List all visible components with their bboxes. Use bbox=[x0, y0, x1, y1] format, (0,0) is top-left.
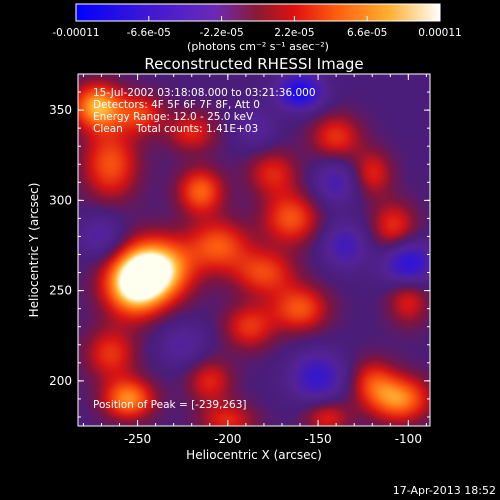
x-tick-label: -100 bbox=[395, 432, 422, 446]
peak-position-label: Position of Peak = [-239,263] bbox=[93, 399, 247, 411]
y-tick-label: 250 bbox=[49, 284, 72, 298]
colorbar-unit-label: (photons cm⁻² s⁻¹ asec⁻²) bbox=[187, 40, 329, 53]
colorbar-tick-label: -0.00011 bbox=[52, 27, 99, 39]
x-axis-label: Heliocentric X (arcsec) bbox=[186, 448, 322, 462]
heatmap-image bbox=[78, 74, 430, 426]
footer-timestamp: 17-Apr-2013 18:52 bbox=[393, 484, 496, 497]
info-line-detectors: Detectors: 4F 5F 6F 7F 8F, Att 0 bbox=[93, 99, 260, 111]
y-axis-label: Heliocentric Y (arcsec) bbox=[27, 183, 41, 318]
colorbar-tick-label: 2.2e-05 bbox=[274, 27, 314, 39]
axis-ticks: -250 -200 -150 -100 200 250 300 350 bbox=[49, 73, 430, 446]
x-tick-label: -250 bbox=[124, 432, 151, 446]
colorbar-ticks: -0.00011 -6.6e-05 -2.2e-05 2.2e-05 6.6e-05 0.… bbox=[52, 16, 462, 39]
colorbar-tick-label: 0.00011 bbox=[418, 27, 461, 39]
chart-title: Reconstructed RHESSI Image bbox=[144, 55, 363, 73]
x-tick-label: -150 bbox=[304, 432, 331, 446]
info-overlay: 15-Jul-2002 03:18:08.000 to 03:21:36.000… bbox=[93, 87, 316, 411]
x-tick-label: -200 bbox=[214, 432, 241, 446]
info-line-energy: Energy Range: 12.0 - 25.0 keV bbox=[93, 111, 254, 123]
colorbar-tick-label: -6.6e-05 bbox=[127, 27, 171, 39]
y-tick-label: 300 bbox=[49, 193, 72, 207]
colorbar-tick-label: 6.6e-05 bbox=[347, 27, 387, 39]
y-tick-label: 350 bbox=[49, 103, 72, 117]
info-line-clean: Clean Total counts: 1.41E+03 bbox=[93, 123, 258, 135]
y-tick-label: 200 bbox=[49, 374, 72, 388]
colorbar-bar bbox=[75, 3, 441, 22]
plot-frame bbox=[77, 73, 431, 427]
heatmap-area: -250 -200 -150 -100 200 250 300 350 bbox=[49, 73, 431, 446]
info-line-time: 15-Jul-2002 03:18:08.000 to 03:21:36.000 bbox=[93, 87, 316, 99]
colorbar: -0.00011 -6.6e-05 -2.2e-05 2.2e-05 6.6e-05 0.… bbox=[52, 3, 462, 53]
colorbar-tick-label: -2.2e-05 bbox=[200, 27, 244, 39]
